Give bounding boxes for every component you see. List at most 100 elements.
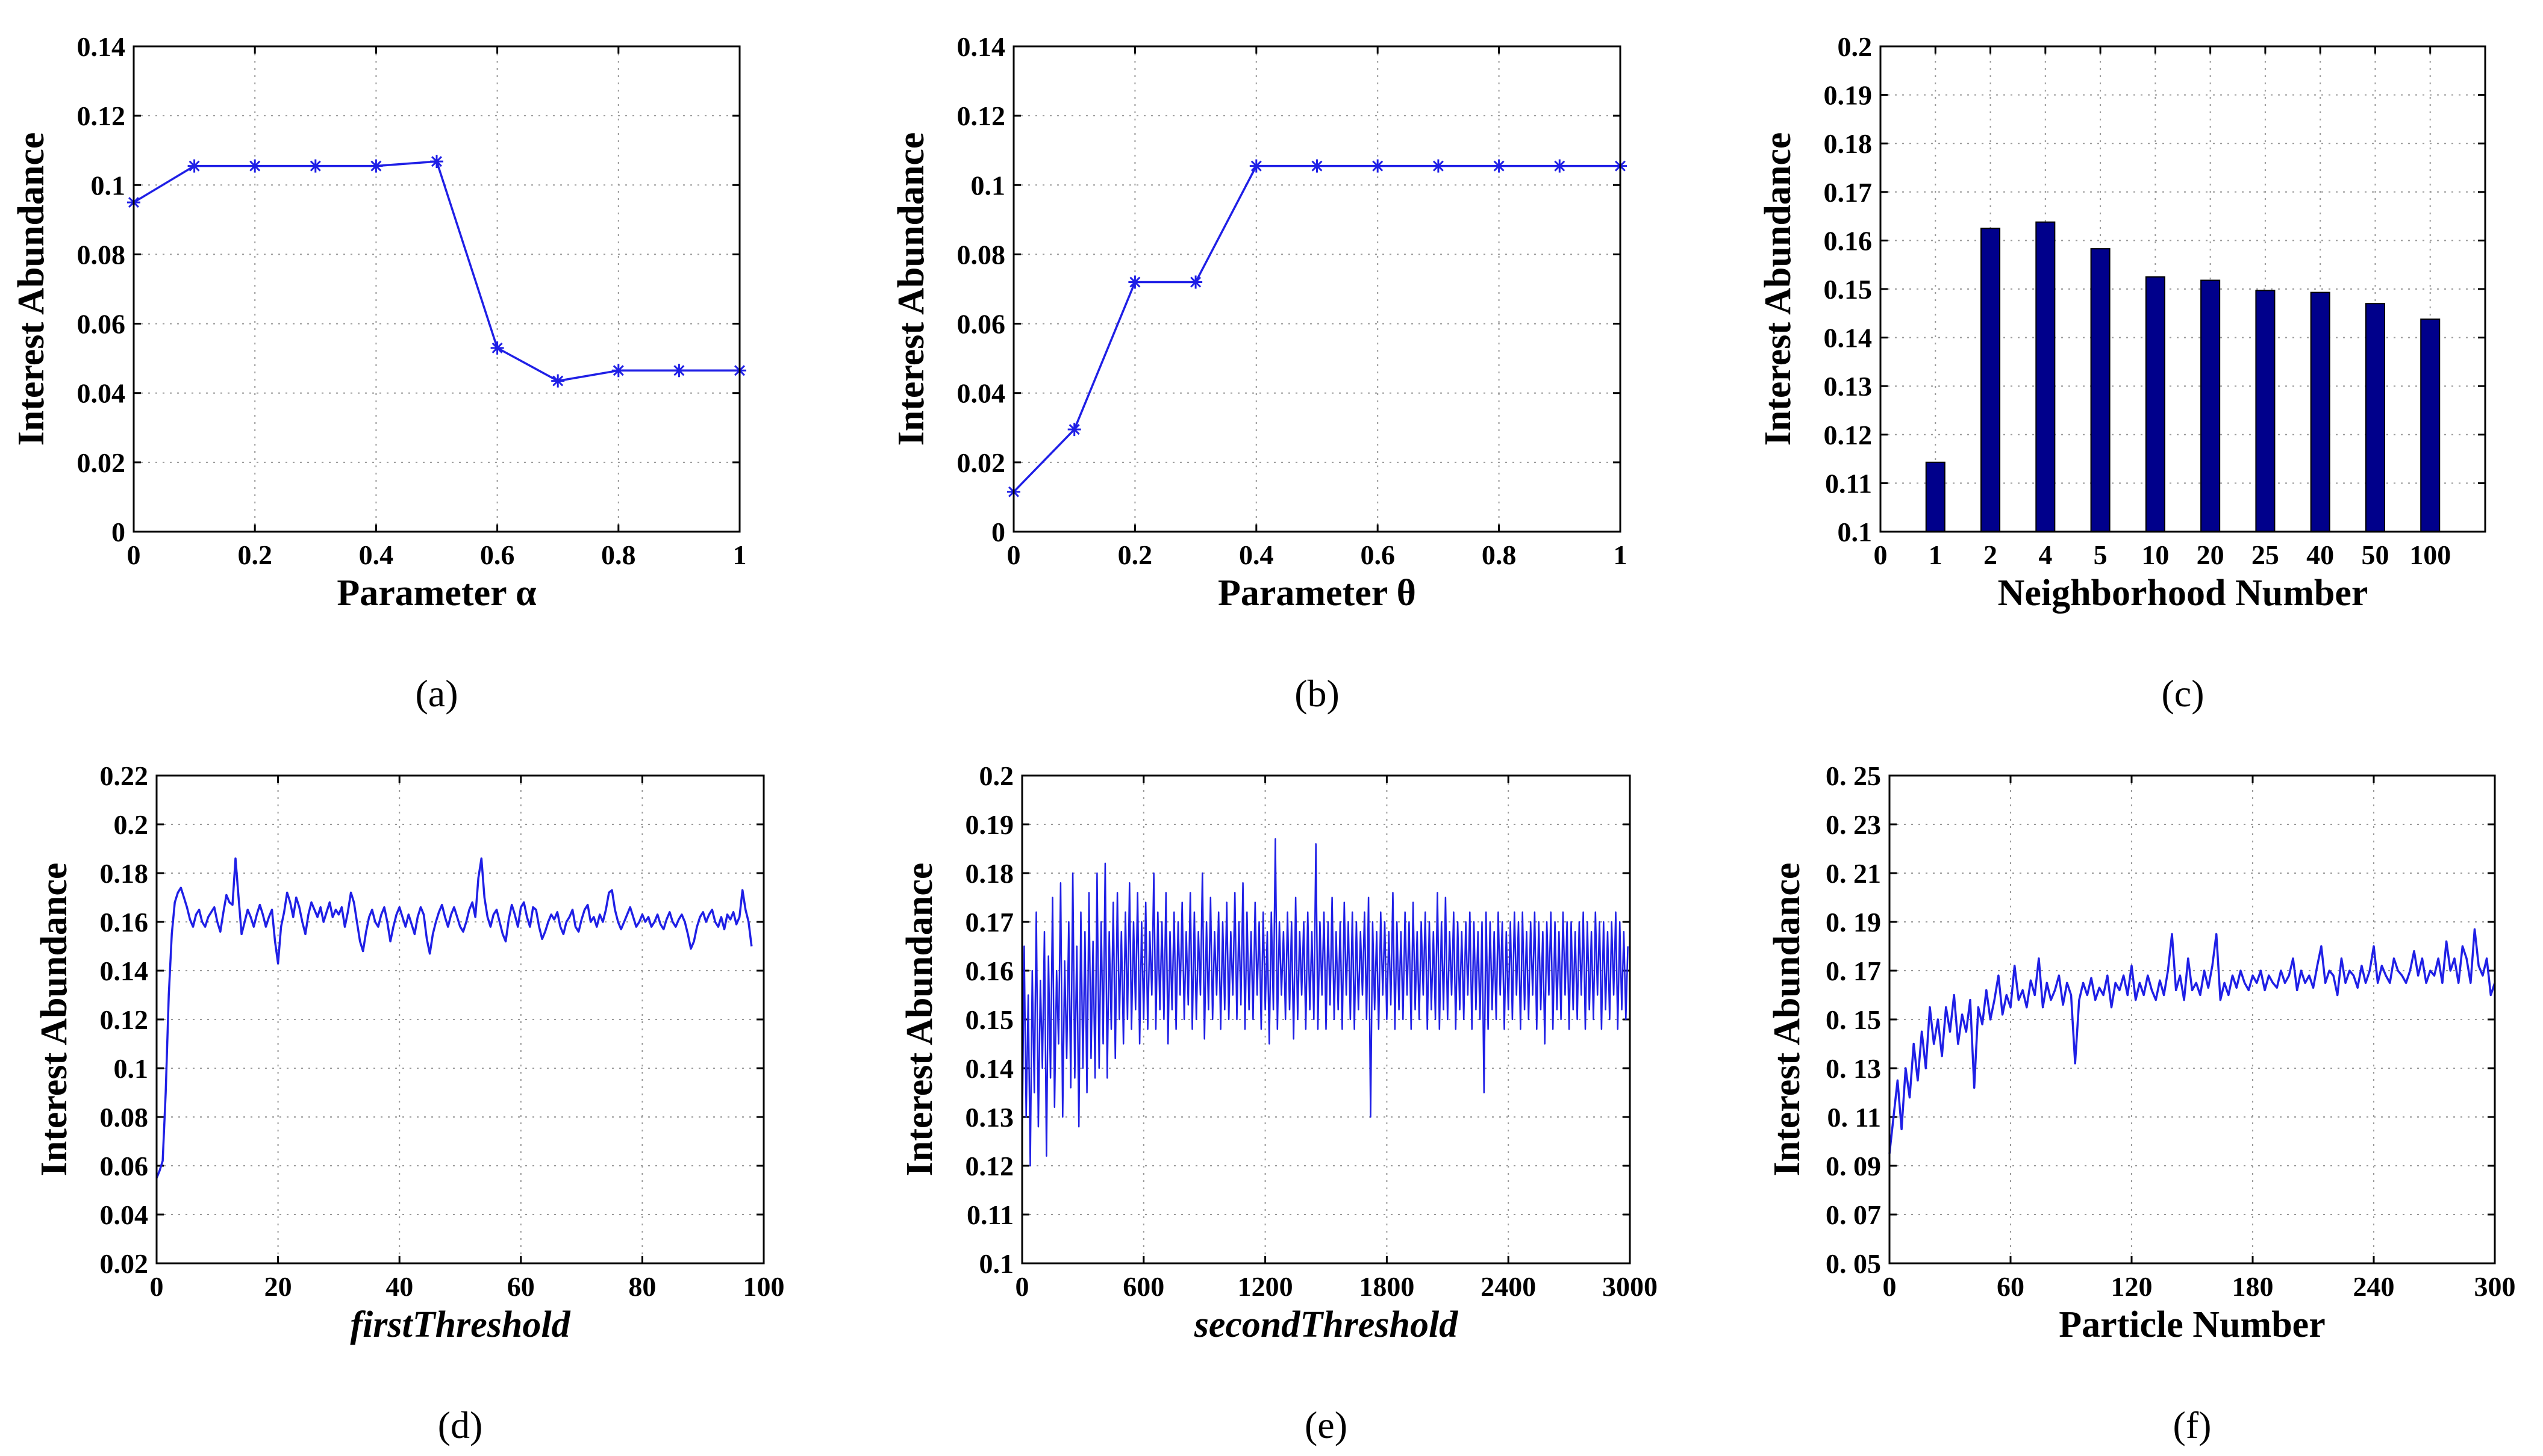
y-tick-label: 0.12 [966,1151,1014,1181]
bars-c [1925,221,2441,533]
point-marker [490,341,504,355]
point-marker [308,159,322,173]
y-tick-label: 0. 25 [1826,761,1881,791]
point-marker [1310,159,1324,173]
y-tick-label: 0.19 [1824,80,1873,111]
y-tick-label: 0.18 [966,858,1014,889]
y-tick-label: 0.08 [77,239,126,270]
y-tick-label: 0.16 [1824,225,1873,256]
bar-2 [1980,228,2001,532]
marker-stroke [310,160,321,172]
x-tick-label: 100 [2409,540,2451,570]
y-axis-label: Interest Abundance [1758,132,1799,446]
x-tick-label: 1800 [1359,1271,1414,1302]
plot-frame-c [1879,45,2486,533]
x-tick-label: 50 [2361,540,2389,570]
x-axis-label: firstThreshold [350,1304,570,1345]
y-tick-label: 0.04 [100,1199,149,1230]
y-tick-label: 0.12 [100,1004,149,1035]
x-tick-label: 20 [2197,540,2224,570]
y-tick-label: 0.1 [979,1248,1014,1279]
grid-c [1880,46,2485,532]
x-tick-label: 60 [507,1271,535,1302]
grid-a [134,46,740,532]
y-tick-label: 0. 05 [1826,1248,1881,1279]
x-tick-label: 0.4 [1239,540,1274,570]
y-axis-label: Interest Abundance [11,132,52,446]
y-tick-label: 0. 23 [1826,809,1881,840]
marker-stroke [1250,160,1262,172]
series-line-e [1021,838,1629,1167]
caption-c: (c) [2161,672,2204,715]
y-axis-label: Interest Abundance [899,863,940,1177]
y-tick-label: 0.16 [966,956,1014,986]
x-tick-label: 25 [2251,540,2279,570]
y-tick-label: 0.17 [966,907,1014,938]
caption-a: (a) [415,672,458,715]
x-tick-label: 3000 [1602,1271,1658,1302]
y-tick-label: 0 [991,517,1005,547]
y-tick-label: 0.02 [100,1248,149,1279]
x-tick-label: 2400 [1481,1271,1536,1302]
y-tick-label: 0.15 [966,1004,1014,1035]
point-marker [1553,159,1567,173]
y-tick-label: 0.2 [114,809,149,840]
marker-stroke [1311,160,1323,172]
point-marker [430,155,443,169]
grid-b [1014,46,1620,532]
subplot-f: 0. 05 0. 07 0. 09 0. 11 0. 13 0. 15 0. 17 0. 19… [1767,761,2516,1446]
bar-10 [2145,276,2165,532]
marker-stroke [1372,160,1384,172]
x-tick-label: 0 [1007,540,1021,570]
y-axis-label: Interest Abundance [891,132,932,446]
caption-e: (e) [1305,1404,1347,1446]
x-tick-label: 120 [2111,1271,2153,1302]
x-tick-label: 1 [1929,540,1942,570]
x-axis-label: Particle Number [2059,1304,2325,1345]
bar-20 [2200,279,2221,532]
bar-1 [1925,461,1945,533]
y-tick-label: 0.22 [100,761,149,791]
y-tick-label: 0.08 [957,239,1006,270]
x-tick-label: 0 [1874,540,1888,570]
point-marker [1492,159,1506,173]
y-tick-label: 0.15 [1824,274,1873,305]
point-marker [1067,423,1081,437]
y-tick-label: 0.13 [966,1102,1014,1133]
y-tick-label: 0.08 [100,1102,149,1133]
y-tick-label: 0.1 [1838,517,1873,547]
x-tick-label: 40 [2306,540,2334,570]
y-tick-label: 0.02 [77,447,126,478]
y-tick-label: 0.16 [100,907,149,938]
y-tick-label: 0.14 [1824,323,1873,353]
y-tick-label: 0. 19 [1826,907,1881,938]
y-tick-label: 0. 15 [1826,1004,1881,1035]
point-marker [1249,159,1263,173]
x-axis-label: Neighborhood Number [1998,573,2368,614]
y-tick-label: 0.02 [957,447,1006,478]
subplot-a: 0 0.02 0.04 0.06 0.08 0.1 0.12 0.14 0 0.2 0.4 0.6 0.… [11,31,747,715]
x-tick-label: 0.2 [1118,540,1153,570]
marker-stroke [1129,276,1141,288]
point-marker [551,374,565,388]
point-marker [1189,275,1203,289]
y-tick-label: 0.11 [1825,468,1872,499]
y-axis-label: Interest Abundance [34,863,75,1177]
x-tick-label: 80 [628,1271,656,1302]
grid-d [157,776,764,1263]
y-tick-label: 0.14 [100,956,149,986]
marker-stroke [1432,160,1444,172]
point-marker [1431,159,1445,173]
bar-25 [2255,290,2276,532]
subplot-e: 0.1 0.11 0.12 0.13 0.14 0.15 0.16 0.17 0.18 0.19 0… [899,761,1658,1446]
bar-40 [2310,291,2330,532]
y-tick-label: 0.14 [966,1053,1014,1084]
bar-5 [2090,248,2111,532]
x-tick-label: 5 [2094,540,2108,570]
x-tick-label: 2 [1983,540,1997,570]
y-tick-label: 0.14 [77,31,126,62]
caption-b: (b) [1294,672,1340,715]
x-tick-label: 0.6 [480,540,515,570]
plot-frame-b [1013,45,1621,533]
